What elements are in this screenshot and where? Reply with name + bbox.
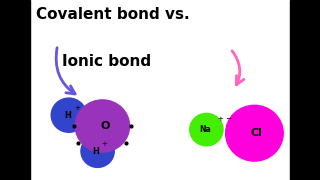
- Text: +: +: [102, 141, 108, 147]
- Ellipse shape: [75, 100, 130, 152]
- Ellipse shape: [51, 98, 86, 132]
- Text: H: H: [92, 147, 100, 156]
- Text: +: +: [74, 105, 80, 111]
- Text: +: +: [217, 116, 223, 122]
- Text: Covalent bond vs.: Covalent bond vs.: [36, 7, 190, 22]
- Bar: [290, 0, 320, 180]
- Text: Ionic bond: Ionic bond: [62, 54, 151, 69]
- Text: H: H: [64, 111, 71, 120]
- Ellipse shape: [81, 135, 114, 167]
- Text: O: O: [100, 121, 110, 131]
- Text: Cl: Cl: [250, 128, 262, 138]
- Ellipse shape: [190, 113, 223, 146]
- Text: −: −: [225, 114, 231, 123]
- Text: Na: Na: [200, 125, 211, 134]
- Bar: [0, 0, 30, 180]
- Ellipse shape: [226, 105, 283, 161]
